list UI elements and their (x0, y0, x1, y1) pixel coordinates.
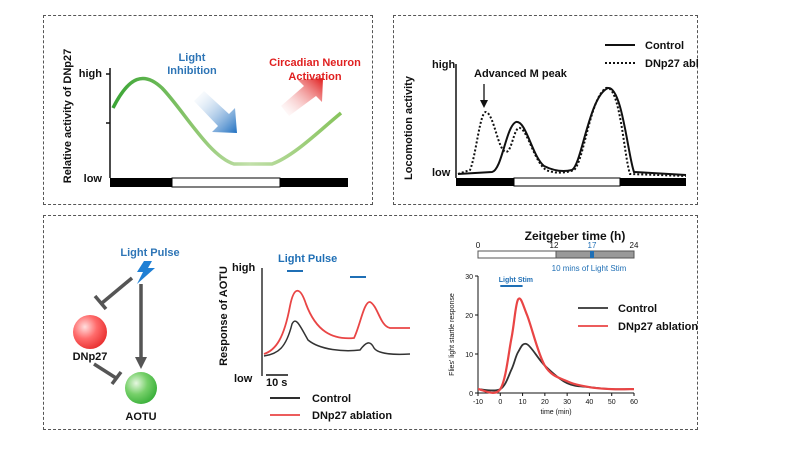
startle-legend-ablation-label: DNp27 ablation (618, 321, 698, 333)
trace-control-line (263, 320, 411, 357)
panel-b-graphic: Locomotion activity high low Control DNp… (403, 40, 699, 187)
zeitgeber-tick-24: 24 (630, 241, 639, 250)
inhibit-line-to-dnp27 (100, 276, 134, 305)
light-inhibition-label-1: Light (179, 52, 206, 64)
startle-xtick-label: 0 (498, 399, 502, 406)
scale-bar-label: 10 s (266, 377, 287, 389)
startle-ytick-label: 30 (465, 274, 473, 281)
startle-stim-label: Light Stim (499, 277, 533, 284)
trace-tick-low: low (234, 373, 253, 385)
aotu-neuron (125, 372, 157, 404)
locomotion-ablation-line (457, 87, 687, 177)
zeitgeber-tick-0: 0 (476, 241, 481, 250)
trace-legend-ablation-label: DNp27 ablation (312, 410, 392, 422)
light-inhibition-label-2: Inhibition (167, 65, 217, 77)
panel-a-dark-bar-left (110, 178, 172, 187)
circadian-activation-arrow (281, 78, 323, 116)
panel-b-dark-bar-right (620, 178, 686, 186)
schematic-light-pulse-label: Light Pulse (120, 247, 179, 259)
dnp27-neuron (73, 315, 107, 349)
zeitgeber-tick-12: 12 (550, 241, 559, 250)
locomotion-control-line (457, 87, 687, 176)
startle-series-ablation-line (477, 297, 635, 394)
aotu-label: AOTU (125, 411, 156, 423)
startle-ytick-label: 0 (469, 391, 473, 398)
trace-ablation-line (263, 289, 410, 355)
startle-xtick-label: 20 (541, 399, 549, 406)
panel-locomotion: Locomotion activity high low Control DNp… (393, 15, 699, 205)
trace-light-pulse-label: Light Pulse (278, 253, 337, 265)
zeitgeber-title: Zeitgeber time (h) (525, 229, 626, 243)
startle-series-control-line (477, 342, 635, 392)
lightning-bolt-icon (137, 261, 155, 284)
startle-xtick-label: 40 (586, 399, 594, 406)
startle-legend-control-label: Control (618, 303, 657, 315)
zeitgeber-stim-note: 10 mins of Light Stim (552, 264, 627, 273)
panel-b-tick-low: low (432, 167, 451, 179)
panel-b-dark-bar-left (456, 178, 514, 186)
panel-a-tick-high: high (79, 68, 102, 80)
panel-b-light-bar (513, 177, 621, 187)
startle-xtick-label: 50 (608, 399, 616, 406)
dnp27-label: DNp27 (73, 351, 108, 363)
startle-xtick-label: 60 (630, 399, 638, 406)
startle-ytick-label: 10 (465, 352, 473, 359)
panel-a-light-bar (171, 177, 281, 188)
zeitgeber-tick-17: 17 (588, 241, 597, 250)
panel-dnp27-activity: Relative activity of DNp27 high low Ligh… (43, 15, 373, 205)
startle-xtick-label: -10 (473, 399, 483, 406)
startle-ytick-label: 20 (465, 313, 473, 320)
panel-a-graphic: Relative activity of DNp27 high low Ligh… (62, 49, 361, 188)
panel-a-dark-bar-right (280, 178, 348, 187)
legend-ablation-label: DNp27 ablation (645, 58, 699, 70)
advanced-m-peak-label: Advanced M peak (474, 68, 568, 80)
light-inhibition-arrow (194, 91, 237, 133)
panel-a-activity-curve (111, 76, 343, 166)
inhibit-line-dnp27-to-aotu (93, 362, 117, 380)
zeitgeber-stim-marker (590, 251, 594, 258)
panel-c-graphic: Light Pulse DNp27 AOTU Response of AOTU … (73, 229, 699, 423)
circadian-label-2: Activation (288, 71, 341, 83)
panel-a-ylabel: Relative activity of DNp27 (62, 49, 74, 184)
trace-legend-control-label: Control (312, 393, 351, 405)
trace-ylabel: Response of AOTU (218, 266, 230, 366)
trace-tick-high: high (232, 262, 255, 274)
zeitgeber-dark-segment (555, 250, 635, 259)
legend-control-label: Control (645, 40, 684, 52)
panel-light-response: Light Pulse DNp27 AOTU Response of AOTU … (43, 215, 698, 430)
zeitgeber-light-segment (477, 250, 557, 259)
startle-xtick-label: 30 (563, 399, 571, 406)
panel-b-ylabel: Locomotion activity (403, 75, 415, 180)
panel-a-tick-low: low (84, 173, 103, 185)
panel-b-tick-high: high (432, 59, 455, 71)
startle-xtick-label: 10 (519, 399, 527, 406)
startle-xlabel: time (min) (540, 409, 571, 416)
circadian-label-1: Circadian Neuron (269, 57, 361, 69)
startle-ylabel: Flies' light startle response (449, 293, 456, 376)
